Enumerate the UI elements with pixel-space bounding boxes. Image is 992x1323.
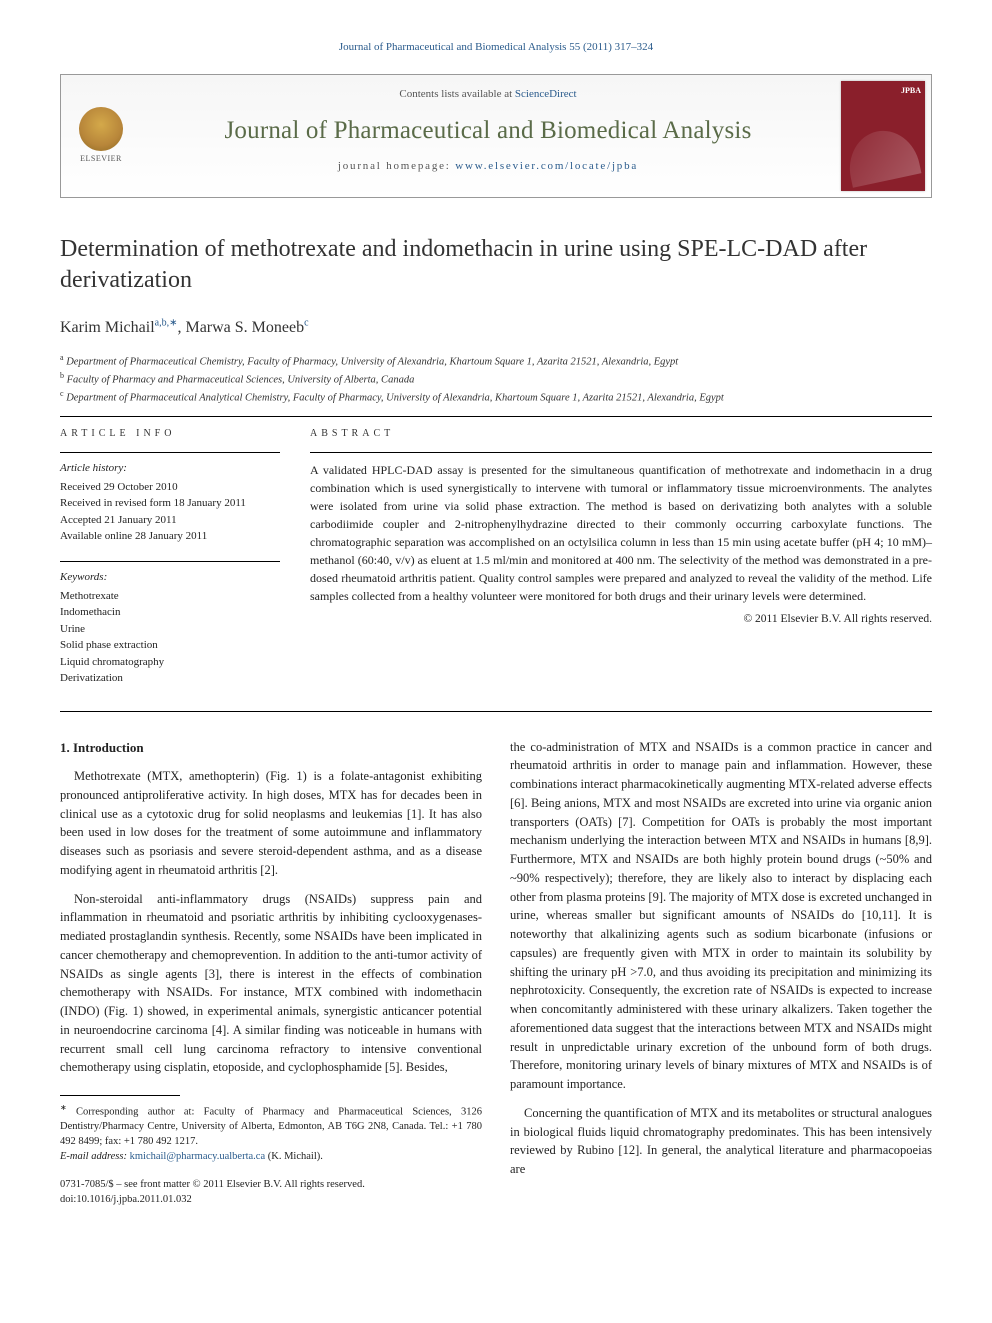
footnote-block: ∗ Corresponding author at: Faculty of Ph… [60, 1095, 482, 1208]
homepage-link[interactable]: www.elsevier.com/locate/jpba [455, 160, 638, 172]
keywords-header: Keywords: [60, 570, 280, 586]
abstract-label: abstract [310, 427, 932, 442]
cover-acronym: JPBA [901, 85, 921, 97]
history-header: Article history: [60, 461, 280, 477]
email-link[interactable]: kmichail@pharmacy.ualberta.ca [130, 1151, 266, 1162]
author-marks: c [304, 318, 308, 329]
cover-thumb-cell: JPBA [835, 75, 931, 197]
author: Karim Michail [60, 319, 155, 336]
divider [60, 416, 932, 417]
info-abstract-row: article info Article history: Received 2… [60, 427, 932, 702]
cover-art-icon [843, 124, 922, 187]
author-list: Karim Michaila,b,∗, Marwa S. Moneebc [60, 316, 932, 339]
contents-listing: Contents lists available at ScienceDirec… [149, 87, 827, 103]
footnote-separator [60, 1095, 180, 1096]
affiliation-mark: c [60, 389, 64, 398]
affiliation: a Department of Pharmaceutical Chemistry… [60, 352, 932, 370]
keyword: Liquid chromatography [60, 654, 280, 671]
elsevier-logo: ELSEVIER [71, 101, 131, 171]
elsevier-tree-icon [79, 107, 123, 151]
email-attributed: (K. Michail). [268, 1151, 323, 1162]
keyword: Indomethacin [60, 604, 280, 621]
body-paragraph: Methotrexate (MTX, amethopterin) (Fig. 1… [60, 767, 482, 880]
abstract-text: A validated HPLC-DAD assay is presented … [310, 461, 932, 605]
body-paragraph: Non-steroidal anti-inflammatory drugs (N… [60, 890, 482, 1078]
publisher-name: ELSEVIER [80, 153, 122, 165]
divider [60, 711, 932, 712]
affiliation-text: Department of Pharmaceutical Analytical … [66, 393, 724, 404]
publisher-logo-cell: ELSEVIER [61, 75, 141, 197]
section-heading: 1. Introduction [60, 738, 482, 758]
masthead-center: Contents lists available at ScienceDirec… [141, 75, 835, 197]
body-paragraph: Concerning the quantification of MTX and… [510, 1104, 932, 1179]
email-line: E-mail address: kmichail@pharmacy.ualber… [60, 1150, 482, 1165]
article-info-column: article info Article history: Received 2… [60, 427, 280, 702]
sciencedirect-link[interactable]: ScienceDirect [515, 88, 577, 100]
abstract-copyright: © 2011 Elsevier B.V. All rights reserved… [310, 611, 932, 628]
issn-line: 0731-7085/$ – see front matter © 2011 El… [60, 1178, 482, 1193]
email-label: E-mail address: [60, 1151, 127, 1162]
divider [60, 561, 280, 562]
doi-line: doi:10.1016/j.jpba.2011.01.032 [60, 1193, 482, 1208]
affiliation-mark: a [60, 353, 64, 362]
article-history: Article history: Received 29 October 201… [60, 461, 280, 545]
body-two-column: 1. Introduction Methotrexate (MTX, ameth… [60, 738, 932, 1208]
journal-cover-thumbnail: JPBA [841, 81, 925, 191]
affiliation-text: Department of Pharmaceutical Chemistry, … [66, 356, 678, 367]
article-info-label: article info [60, 427, 280, 442]
corresponding-author-note: ∗ Corresponding author at: Faculty of Ph… [60, 1102, 482, 1150]
body-paragraph: the co-administration of MTX and NSAIDs … [510, 738, 932, 1094]
affiliation: b Faculty of Pharmacy and Pharmaceutical… [60, 370, 932, 388]
affiliation-mark: b [60, 371, 64, 380]
keywords-block: Keywords: Methotrexate Indomethacin Urin… [60, 570, 280, 687]
author-marks: a,b,∗ [155, 318, 178, 329]
keyword: Solid phase extraction [60, 637, 280, 654]
keyword: Derivatization [60, 670, 280, 687]
keyword: Methotrexate [60, 588, 280, 605]
divider [60, 452, 280, 453]
journal-name: Journal of Pharmaceutical and Biomedical… [149, 113, 827, 149]
history-item: Received in revised form 18 January 2011 [60, 495, 280, 512]
history-item: Received 29 October 2010 [60, 479, 280, 496]
affiliation-text: Faculty of Pharmacy and Pharmaceutical S… [67, 374, 415, 385]
running-head: Journal of Pharmaceutical and Biomedical… [60, 40, 932, 56]
keyword: Urine [60, 621, 280, 638]
article-title: Determination of methotrexate and indome… [60, 234, 932, 296]
author: Marwa S. Moneeb [185, 319, 304, 336]
masthead: ELSEVIER Contents lists available at Sci… [60, 74, 932, 198]
history-item: Available online 28 January 2011 [60, 528, 280, 545]
contents-prefix: Contents lists available at [399, 88, 514, 100]
divider [310, 452, 932, 453]
corresponding-text: Corresponding author at: Faculty of Phar… [60, 1107, 482, 1147]
history-item: Accepted 21 January 2011 [60, 512, 280, 529]
journal-homepage: journal homepage: www.elsevier.com/locat… [149, 159, 827, 175]
abstract-column: abstract A validated HPLC-DAD assay is p… [310, 427, 932, 702]
affiliation: c Department of Pharmaceutical Analytica… [60, 388, 932, 406]
affiliations: a Department of Pharmaceutical Chemistry… [60, 352, 932, 407]
front-matter-block: 0731-7085/$ – see front matter © 2011 El… [60, 1178, 482, 1207]
asterisk-icon: ∗ [60, 1103, 67, 1112]
homepage-prefix: journal homepage: [338, 160, 455, 172]
